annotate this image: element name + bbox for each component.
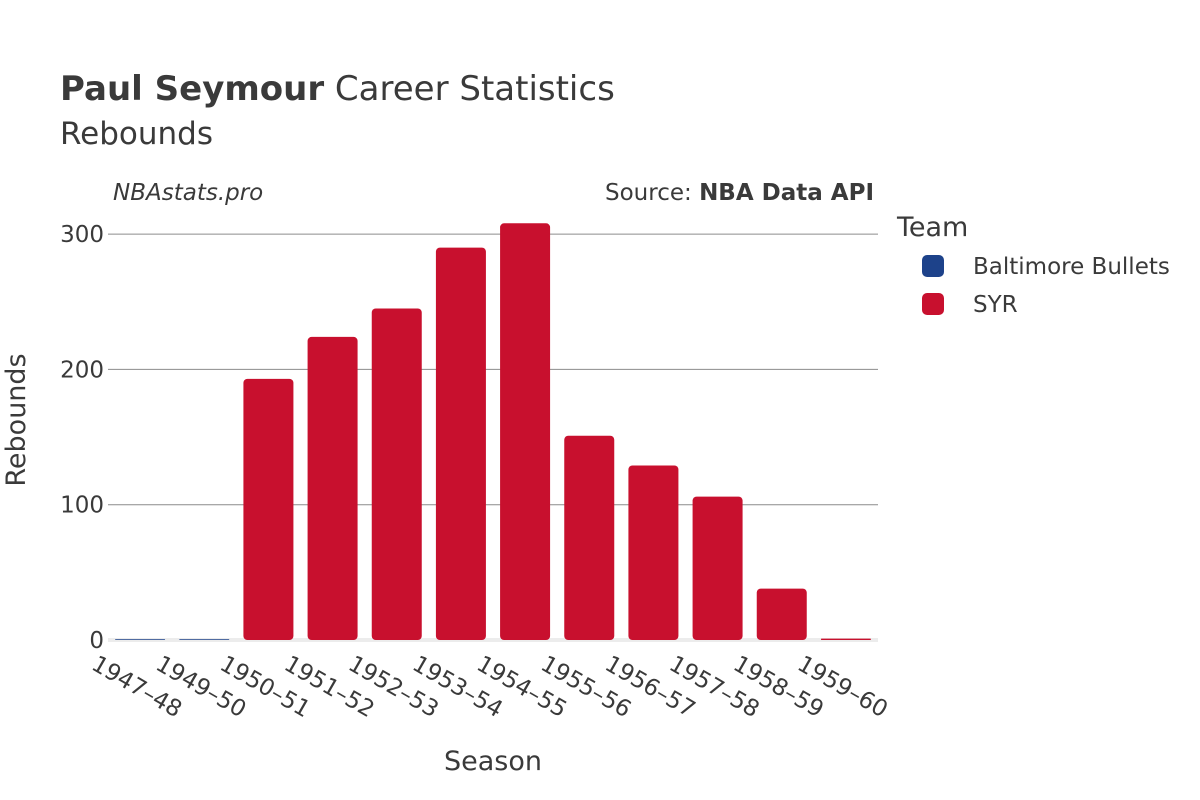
source-name: NBA Data API xyxy=(699,180,874,206)
bar-baltimore-bullets-1947–48[interactable] xyxy=(115,639,166,640)
y-tick-label: 300 xyxy=(60,222,104,248)
bar-syr-1950–51[interactable] xyxy=(243,378,294,640)
source-prefix: Source: xyxy=(605,180,699,206)
chart-title: Paul Seymour Career Statistics xyxy=(60,69,615,109)
y-tick-label: 100 xyxy=(60,493,104,519)
bar-syr-1959–60[interactable] xyxy=(820,638,871,640)
brand-label: NBAstats.pro xyxy=(113,180,263,206)
legend-label[interactable]: Baltimore Bullets xyxy=(973,254,1170,280)
y-tick-label: 0 xyxy=(89,628,104,654)
y-axis-title: Rebounds xyxy=(1,353,32,486)
bar-syr-1955–56[interactable] xyxy=(564,435,615,640)
bar-syr-1952–53[interactable] xyxy=(371,308,422,640)
y-tick-label: 200 xyxy=(60,357,104,383)
legend-swatch-baltimore-bullets[interactable] xyxy=(922,255,944,277)
bar-baltimore-bullets-1949–50[interactable] xyxy=(179,639,230,640)
bar-syr-1956–57[interactable] xyxy=(628,465,679,640)
y-tick-layer: 0 100 200 300 xyxy=(60,222,104,654)
bars-layer xyxy=(115,223,871,640)
bar-syr-1958–59[interactable] xyxy=(756,588,807,640)
title-suffix: Career Statistics xyxy=(324,69,615,109)
bar-syr-1954–55[interactable] xyxy=(500,223,551,640)
bar-syr-1951–52[interactable] xyxy=(307,336,358,640)
grid-layer xyxy=(108,233,878,642)
legend-title: Team xyxy=(896,212,968,243)
legend-label[interactable]: SYR xyxy=(973,292,1018,318)
bar-syr-1957–58[interactable] xyxy=(692,496,743,640)
legend-swatch-syr[interactable] xyxy=(922,293,944,315)
title-player-name: Paul Seymour xyxy=(60,69,324,109)
source-label: Source: NBA Data API xyxy=(605,180,874,206)
x-tick-layer: 1947–481949–501950–511951–521952–531953–… xyxy=(87,651,892,723)
legend: Baltimore Bullets SYR xyxy=(922,254,1170,318)
bar-syr-1953–54[interactable] xyxy=(435,247,486,640)
x-axis-title: Season xyxy=(444,746,542,777)
chart-subtitle: Rebounds xyxy=(60,116,213,152)
baseline xyxy=(108,638,878,642)
